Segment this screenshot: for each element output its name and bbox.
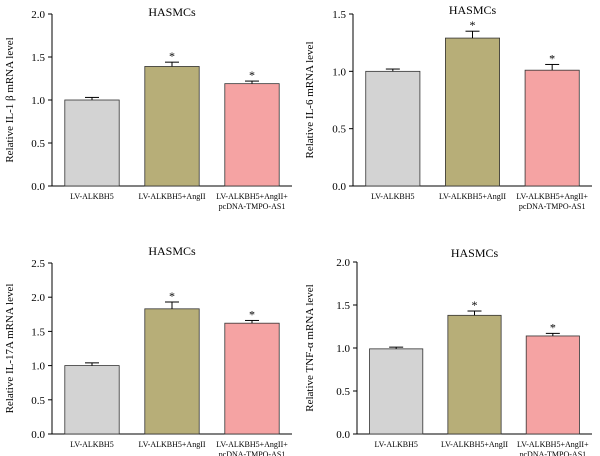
- chart-title: HASMCs: [148, 244, 196, 258]
- x-tick-label: pcDNA-TMPO-AS1: [219, 450, 286, 456]
- chart-title: HASMCs: [451, 246, 499, 260]
- x-tick-label: LV-ALKBH5: [70, 192, 113, 201]
- y-tick-label: 2.0: [31, 9, 45, 21]
- y-tick-label: 1.5: [336, 300, 350, 312]
- significance-marker: *: [549, 51, 555, 65]
- bar-lv-alkbh5-angii-pcdna: [224, 322, 280, 435]
- bar-lv-alkbh5-angii: [445, 37, 500, 187]
- y-tick-label: 0.0: [336, 429, 350, 441]
- x-tick-label: pcDNA-TMPO-AS1: [219, 202, 286, 211]
- chart-panel-tnfa: HASMCs 0.0 0.5 1.0 1.5 2.0 Relative TNF-α mRNA…: [300, 228, 600, 456]
- chart-il1b: HASMCs 0.0 0.5 1.0 1.5 2.0 Relative IL-1 β mRN…: [4, 5, 292, 211]
- bar-lv-alkbh5-angii: [447, 314, 502, 435]
- bar-lv-alkbh5-angii: [144, 308, 200, 435]
- x-tick-label: LV-ALKBH5+AngII: [441, 440, 508, 449]
- chart-panel-il1b: HASMCs 0.0 0.5 1.0 1.5 2.0 Relative IL-1 β mRN…: [0, 0, 300, 228]
- bar-lv-alkbh5-angii-pcdna: [224, 83, 280, 187]
- bar-lv-alkbh5-angii-pcdna: [524, 69, 580, 187]
- x-tick-label: LV-ALKBH5+AngII: [138, 192, 205, 201]
- bar-lv-alkbh5-angii: [144, 66, 200, 187]
- y-tick-label: 0.5: [336, 386, 350, 398]
- chart-panel-il17a: HASMCs 0.0 0.5 1.0 1.5 2.0 2.5 Relative IL-17A …: [0, 228, 300, 456]
- y-tick-label: 0.0: [332, 181, 346, 193]
- significance-marker: *: [169, 289, 175, 303]
- y-tick-label: 0.0: [31, 429, 45, 441]
- chart-tnfa: HASMCs 0.0 0.5 1.0 1.5 2.0 Relative TNF-α mRNA…: [304, 246, 592, 456]
- y-axis-label: Relative TNF-α mRNA level: [304, 284, 316, 411]
- significance-marker: *: [249, 307, 255, 321]
- x-tick-label: LV-ALKBH5+AngII+: [517, 440, 589, 449]
- significance-marker: *: [470, 18, 476, 32]
- y-tick-label: 1.0: [31, 361, 45, 373]
- y-tick-label: 2.0: [336, 257, 350, 269]
- bar-lv-alkbh5: [365, 70, 421, 187]
- chart-il17a: HASMCs 0.0 0.5 1.0 1.5 2.0 2.5 Relative IL-17A …: [4, 244, 292, 456]
- y-axis-label: Relative IL-1 β mRNA level: [4, 37, 16, 162]
- bar-lv-alkbh5: [64, 365, 120, 435]
- y-tick-label: 1.5: [31, 52, 45, 64]
- bar-lv-alkbh5-angii-pcdna: [525, 335, 580, 435]
- chart-panel-il6: HASMCs 0.0 0.5 1.0 1.5 Relative IL-6 mRNA lev…: [300, 0, 600, 228]
- y-axis-label: Relative IL-6 mRNA level: [304, 42, 316, 159]
- x-tick-label: LV-ALKBH5+AngII+: [516, 192, 588, 201]
- chart-title: HASMCs: [449, 3, 497, 17]
- y-tick-label: 0.5: [332, 124, 346, 136]
- y-tick-label: 1.5: [332, 9, 346, 21]
- significance-marker: *: [249, 68, 255, 82]
- chart-il6: HASMCs 0.0 0.5 1.0 1.5 Relative IL-6 mRNA lev…: [304, 3, 592, 211]
- x-tick-label: LV-ALKBH5: [374, 440, 417, 449]
- x-tick-label: pcDNA-TMPO-AS1: [519, 450, 586, 456]
- significance-marker: *: [472, 298, 478, 312]
- y-tick-label: 0.0: [31, 181, 45, 193]
- y-tick-label: 2.5: [31, 258, 45, 270]
- y-axis-label: Relative IL-17A mRNA level: [4, 284, 16, 414]
- y-tick-label: 1.0: [336, 343, 350, 355]
- y-tick-label: 1.5: [31, 326, 45, 338]
- x-tick-label: LV-ALKBH5+AngII: [138, 440, 205, 449]
- bar-lv-alkbh5: [64, 99, 120, 187]
- bar-lv-alkbh5: [369, 348, 424, 435]
- y-tick-label: 2.0: [31, 292, 45, 304]
- y-tick-label: 0.5: [31, 138, 45, 150]
- y-tick-label: 1.0: [332, 66, 346, 78]
- x-tick-label: LV-ALKBH5+AngII+: [216, 192, 288, 201]
- x-tick-label: LV-ALKBH5+AngII: [439, 192, 506, 201]
- chart-title: HASMCs: [148, 5, 196, 19]
- x-tick-label: pcDNA-TMPO-AS1: [519, 202, 586, 211]
- x-tick-label: LV-ALKBH5+AngII+: [216, 440, 288, 449]
- x-tick-label: LV-ALKBH5: [371, 192, 414, 201]
- significance-marker: *: [550, 320, 556, 334]
- x-tick-label: LV-ALKBH5: [70, 440, 113, 449]
- significance-marker: *: [169, 49, 175, 63]
- y-tick-label: 0.5: [31, 395, 45, 407]
- y-tick-label: 1.0: [31, 95, 45, 107]
